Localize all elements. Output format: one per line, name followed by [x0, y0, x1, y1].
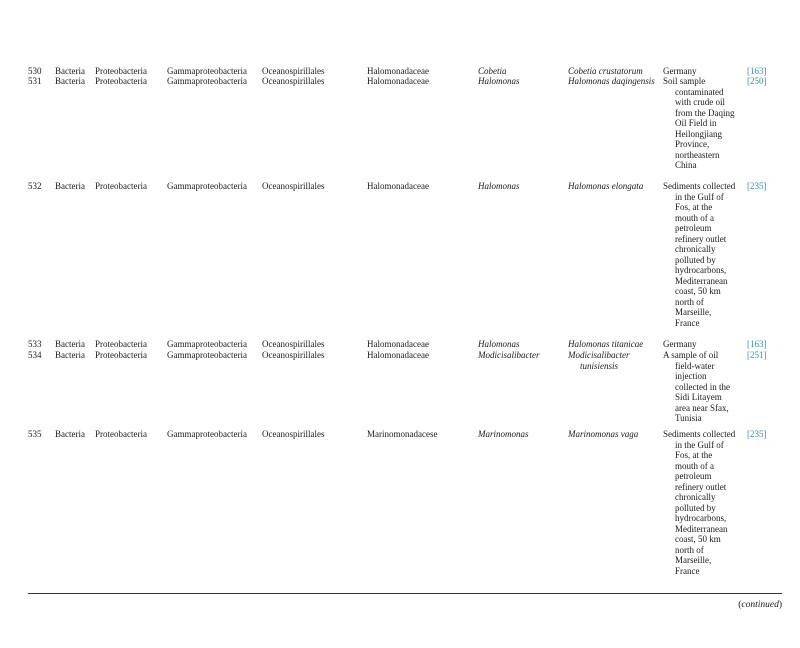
cell-family: Marinomonadacese: [367, 429, 438, 439]
cell-species: Halomonas daqingensis: [568, 76, 655, 86]
reference-link[interactable]: [163]: [747, 66, 767, 76]
cell-class: Gammaproteobacteria: [167, 181, 247, 191]
cell-phylum: Proteobacteria: [95, 66, 147, 76]
cell-class: Gammaproteobacteria: [167, 339, 247, 349]
cell-location: Sediments collected in the Gulf of Fos, …: [663, 181, 736, 328]
cell-species: Halomonas elongata: [568, 181, 644, 191]
cell-location: Sediments collected in the Gulf of Fos, …: [663, 429, 736, 576]
cell-genus: Modicisalibacter: [478, 350, 540, 360]
cell-location: Soil sample contaminated with crude oil …: [663, 76, 735, 170]
cell-domain: Bacteria: [55, 339, 85, 349]
reference-link[interactable]: [250]: [747, 76, 767, 86]
cell-class: Gammaproteobacteria: [167, 429, 247, 439]
reference-link[interactable]: [163]: [747, 339, 767, 349]
continued-note: (continued): [738, 600, 782, 610]
table-bottom-rule: [28, 593, 782, 594]
cell-genus: Halomonas: [478, 339, 520, 349]
cell-order: Oceanospirillales: [262, 350, 325, 360]
cell-order: Oceanospirillales: [262, 66, 325, 76]
cell-family: Halomonadaceae: [367, 76, 429, 86]
cell-num: 534: [28, 350, 42, 360]
cell-genus: Halomonas: [478, 76, 520, 86]
cell-genus: Halomonas: [478, 181, 520, 191]
cell-class: Gammaproteobacteria: [167, 76, 247, 86]
cell-genus: Marinomonas: [478, 429, 529, 439]
cell-genus: Cobetia: [478, 66, 507, 76]
cell-order: Oceanospirillales: [262, 339, 325, 349]
reference-link[interactable]: [235]: [747, 181, 767, 191]
cell-order: Oceanospirillales: [262, 429, 325, 439]
cell-phylum: Proteobacteria: [95, 181, 147, 191]
cell-num: 530: [28, 66, 42, 76]
cell-domain: Bacteria: [55, 350, 85, 360]
cell-location: Germany: [663, 339, 697, 349]
cell-family: Halomonadaceae: [367, 66, 429, 76]
cell-species: Halomonas titanicae: [568, 339, 644, 349]
cell-num: 533: [28, 339, 42, 349]
cell-domain: Bacteria: [55, 429, 85, 439]
cell-species: Marinomonas vaga: [568, 429, 639, 439]
cell-location: Germany: [663, 66, 697, 76]
cell-family: Halomonadaceae: [367, 339, 429, 349]
cell-order: Oceanospirillales: [262, 181, 325, 191]
cell-class: Gammaproteobacteria: [167, 66, 247, 76]
cell-phylum: Proteobacteria: [95, 350, 147, 360]
cell-class: Gammaproteobacteria: [167, 350, 247, 360]
cell-num: 535: [28, 429, 42, 439]
cell-location: A sample of oil field-water injection co…: [663, 350, 730, 423]
cell-domain: Bacteria: [55, 181, 85, 191]
cell-species: Modicisalibacter tunisiensis: [568, 350, 630, 371]
continued-text: continued: [741, 600, 779, 610]
cell-phylum: Proteobacteria: [95, 76, 147, 86]
cell-species: Cobetia crustatorum: [568, 66, 643, 76]
cell-num: 532: [28, 181, 42, 191]
cell-phylum: Proteobacteria: [95, 339, 147, 349]
cell-domain: Bacteria: [55, 66, 85, 76]
cell-domain: Bacteria: [55, 76, 85, 86]
cell-family: Halomonadaceae: [367, 181, 429, 191]
reference-link[interactable]: [235]: [747, 429, 767, 439]
cell-order: Oceanospirillales: [262, 76, 325, 86]
cell-phylum: Proteobacteria: [95, 429, 147, 439]
reference-link[interactable]: [251]: [747, 350, 767, 360]
cell-family: Halomonadaceae: [367, 350, 429, 360]
cell-num: 531: [28, 76, 42, 86]
